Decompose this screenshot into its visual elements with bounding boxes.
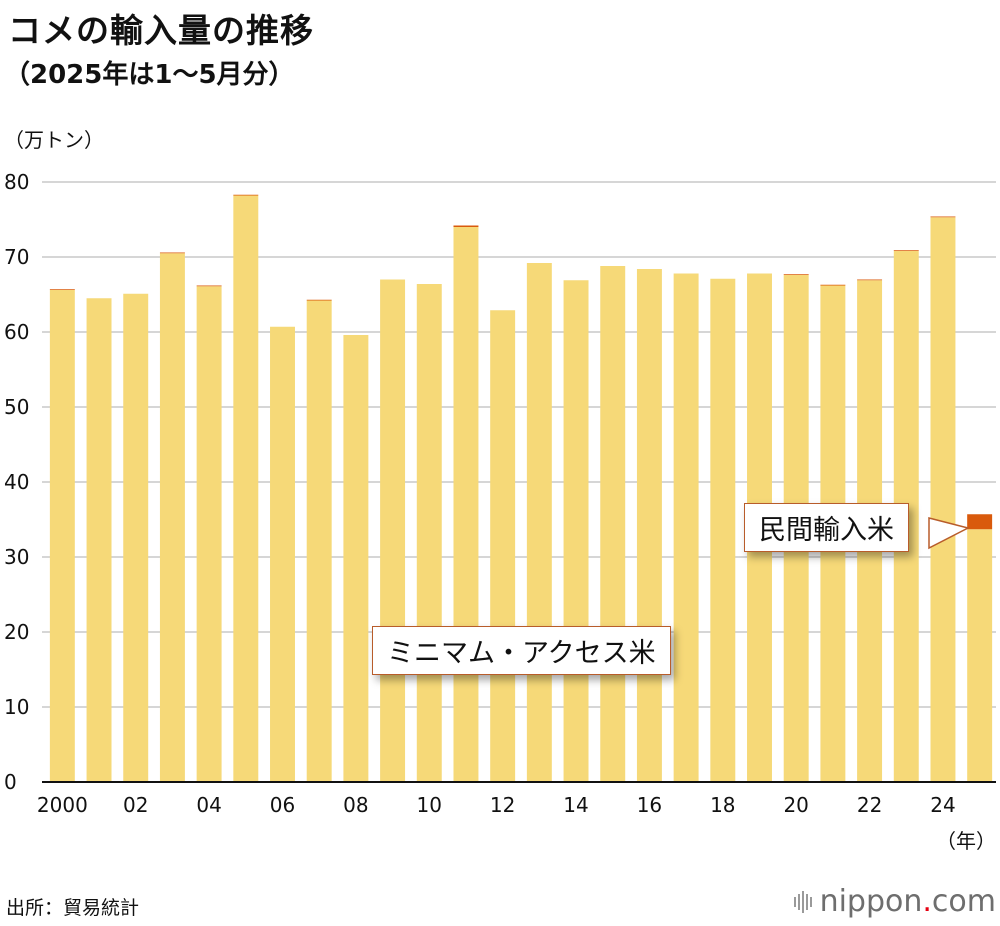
y-tick-label: 10 bbox=[4, 695, 29, 719]
x-tick-label: 16 bbox=[637, 793, 662, 817]
y-tick-label: 0 bbox=[4, 770, 17, 794]
bar-minimum-access bbox=[159, 253, 185, 782]
logo-tld: com bbox=[931, 884, 996, 919]
x-tick-label: 22 bbox=[857, 793, 882, 817]
bar-private-import bbox=[857, 279, 883, 281]
x-tick-label: 10 bbox=[417, 793, 442, 817]
bar-minimum-access bbox=[526, 263, 552, 782]
y-tick-label: 30 bbox=[4, 545, 29, 569]
y-tick-label: 60 bbox=[4, 320, 29, 344]
bar-minimum-access bbox=[490, 310, 516, 782]
bar-minimum-access bbox=[49, 290, 75, 782]
bar-private-import bbox=[49, 289, 75, 290]
bar-private-import bbox=[159, 252, 185, 254]
x-tick-label: 08 bbox=[343, 793, 368, 817]
bar-minimum-access bbox=[600, 266, 626, 782]
chart-subtitle: （2025年は1～5月分） bbox=[4, 60, 295, 90]
y-axis-unit-label: （万トン） bbox=[4, 128, 104, 152]
x-tick-label: 12 bbox=[490, 793, 515, 817]
bar-minimum-access bbox=[233, 195, 259, 782]
callout-pointer bbox=[928, 517, 971, 550]
bar-minimum-access bbox=[416, 284, 442, 782]
bar-minimum-access bbox=[636, 269, 662, 782]
x-tick-label: 18 bbox=[710, 793, 735, 817]
logo-dot: . bbox=[922, 884, 932, 919]
bar-private-import bbox=[233, 194, 259, 196]
bar-minimum-access bbox=[123, 293, 149, 782]
x-tick-label: 06 bbox=[270, 793, 295, 817]
bar-minimum-access bbox=[86, 298, 112, 782]
logo-name: nippon bbox=[819, 884, 923, 919]
bar-minimum-access bbox=[306, 300, 332, 782]
x-tick-label: 2000 bbox=[37, 793, 88, 817]
bar-minimum-access bbox=[380, 279, 406, 782]
source-note: 出所：貿易統計 bbox=[6, 897, 140, 919]
y-tick-label: 50 bbox=[4, 395, 29, 419]
bar-minimum-access bbox=[270, 326, 295, 782]
x-tick-label: 02 bbox=[123, 793, 148, 817]
bar-minimum-access bbox=[563, 280, 589, 782]
y-tick-label: 40 bbox=[4, 470, 29, 494]
rice-import-bar-chart: 0 10 20 30 40 50 60 70 80 2000 02 04 06 08 10 12 14 16 18 2… bbox=[4, 170, 996, 853]
bar-private-import bbox=[783, 274, 809, 275]
bar-minimum-access bbox=[710, 278, 736, 782]
bar-minimum-access bbox=[967, 529, 993, 782]
x-tick-label: 24 bbox=[930, 793, 955, 817]
bar-minimum-access bbox=[673, 273, 699, 782]
x-axis-unit-label: （年） bbox=[936, 829, 996, 853]
y-tick-label: 20 bbox=[4, 620, 29, 644]
bar-private-import bbox=[196, 285, 222, 287]
legend-callout-minimum-access: ミニマム・アクセス米 bbox=[372, 626, 671, 675]
bar-minimum-access bbox=[453, 227, 479, 782]
x-tick-label: 14 bbox=[563, 793, 588, 817]
bar-private-import bbox=[930, 216, 956, 218]
bar-private-import bbox=[893, 250, 919, 251]
y-tick-label: 70 bbox=[4, 245, 29, 269]
logo-mark-icon bbox=[793, 890, 812, 913]
x-tick-label: 04 bbox=[196, 793, 221, 817]
bar-private-import bbox=[453, 225, 479, 227]
x-tick-label: 20 bbox=[783, 793, 808, 817]
nippon-com-logo: nippon. com bbox=[793, 884, 996, 919]
bar-minimum-access bbox=[343, 335, 369, 782]
y-tick-label: 80 bbox=[4, 170, 29, 194]
bar-private-import bbox=[820, 284, 846, 286]
legend-callout-private-import: 民間輸入米 bbox=[744, 503, 909, 552]
bar-minimum-access bbox=[196, 286, 222, 782]
chart-title: コメの輸入量の推移 bbox=[8, 11, 314, 50]
bar-private-import bbox=[967, 514, 993, 530]
bar-minimum-access bbox=[930, 217, 956, 782]
bar-private-import bbox=[306, 299, 332, 301]
